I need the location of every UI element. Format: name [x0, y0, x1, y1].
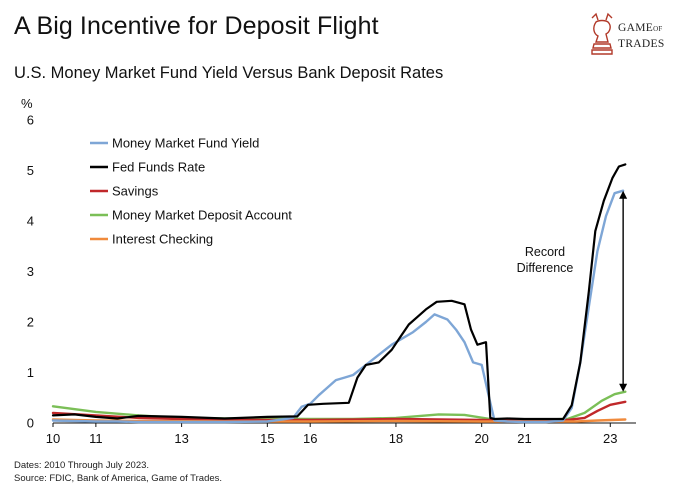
source-note: Source: FDIC, Bank of America, Game of T… — [14, 473, 223, 484]
money-market-fund-yield-line — [51, 189, 625, 424]
y-axis-label: % — [21, 96, 33, 111]
y-tick-label: 6 — [27, 113, 34, 128]
chart-series — [51, 163, 627, 424]
x-tick-label: 10 — [46, 431, 60, 446]
legend-label: Interest Checking — [112, 232, 213, 247]
annotation-text-line1: Record — [525, 245, 565, 259]
x-tick-label: 16 — [303, 431, 317, 446]
x-tick-label: 11 — [89, 431, 103, 446]
savings-line — [51, 400, 627, 422]
y-tick-label: 0 — [27, 416, 34, 431]
game-of-trades-logo: GAMEOF TRADES — [588, 12, 674, 60]
x-tick-label: 15 — [260, 431, 274, 446]
fed-funds-rate-line — [51, 163, 627, 421]
dates-note: Dates: 2010 Through July 2023. — [14, 460, 150, 471]
chart-title: A Big Incentive for Deposit Flight — [14, 12, 379, 40]
y-tick-label: 2 — [27, 315, 34, 330]
x-tick-label: 20 — [474, 431, 488, 446]
chart-legend: Money Market Fund Yield Fed Funds Rate Sav… — [90, 136, 292, 247]
legend-label: Savings — [112, 184, 159, 199]
y-tick-label: 1 — [27, 365, 34, 380]
logo-line1: GAME — [618, 22, 654, 34]
x-tick-label: 23 — [603, 431, 617, 446]
x-tick-label: 18 — [389, 431, 403, 446]
annotation-arrow-head-top — [619, 190, 628, 199]
y-tick-label: 3 — [27, 264, 34, 279]
chart-subtitle: U.S. Money Market Fund Yield Versus Bank… — [14, 64, 444, 82]
logo-line2: TRADES — [618, 38, 665, 50]
x-tick-label: 13 — [174, 431, 188, 446]
y-tick-label: 5 — [27, 163, 34, 178]
annotation-arrow-head-bottom — [619, 383, 628, 392]
annotation-text-line2: Difference — [517, 261, 574, 275]
knight-chess-icon — [591, 12, 613, 55]
legend-label: Money Market Deposit Account — [112, 208, 292, 223]
y-tick-label: 4 — [27, 214, 34, 229]
x-tick-label: 21 — [517, 431, 531, 446]
record-difference-annotation: Record Difference — [517, 190, 628, 392]
logo-line1-small: OF — [653, 25, 663, 33]
legend-label: Fed Funds Rate — [112, 160, 205, 175]
legend-label: Money Market Fund Yield — [112, 136, 259, 151]
